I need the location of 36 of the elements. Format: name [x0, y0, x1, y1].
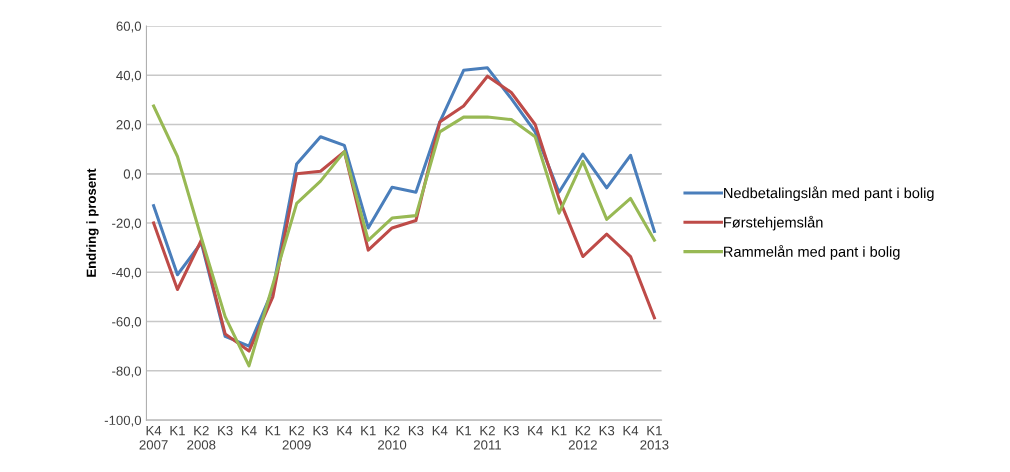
x-tick-label: K3 [408, 425, 424, 436]
x-tick-label: K3 [218, 425, 233, 436]
y-tick-label: -20,0 [112, 218, 142, 230]
x-tick-label: K1 [552, 426, 567, 436]
x-tick-label: K3 [599, 425, 615, 436]
line-series [152, 104, 656, 368]
x-tick-label: K2 2009 [282, 425, 311, 450]
x-tick-label: K1 2013 [640, 426, 669, 450]
legend-label: Rammelån med pant i bolig [724, 244, 900, 260]
x-tick-label: K2 2010 [378, 425, 407, 450]
x-tick-label: K1 [456, 426, 472, 436]
x-tick-label: K4 [432, 426, 448, 436]
x-tick-label: K4 [528, 426, 543, 436]
x-tick-label: K1 [361, 426, 376, 436]
y-tick-label: 60,0 [116, 21, 142, 33]
y-tick-label: -60,0 [112, 317, 142, 329]
y-tick-label: 0,0 [123, 169, 142, 181]
y-tick-label: 40,0 [116, 70, 142, 82]
x-tick-label: K4 2007 [139, 426, 168, 450]
y-tick-label: 20,0 [116, 120, 142, 131]
x-tick-label: K1 [170, 426, 185, 436]
x-tick-label: K4 [623, 426, 639, 436]
x-tick-label: K2 2008 [187, 425, 216, 450]
x-tick-label: K3 [313, 425, 329, 436]
legend-label: Førstehjemslån [724, 215, 823, 231]
y-tick-label: -100,0 [104, 415, 142, 427]
legend-label: Nedbetalingslån med pant i bolig [724, 186, 934, 202]
x-tick-label: K4 [337, 426, 353, 436]
x-tick-label: K3 [504, 425, 519, 436]
x-tick-label: K2 2011 [473, 425, 502, 450]
y-axis-title: Endring i prosent [86, 168, 99, 277]
x-tick-label: K2 2012 [568, 425, 597, 450]
x-tick-label: K1 [265, 426, 281, 436]
y-tick-label: -80,0 [112, 366, 142, 378]
x-tick-label: K4 [242, 426, 257, 436]
y-tick-label: -40,0 [112, 267, 142, 279]
